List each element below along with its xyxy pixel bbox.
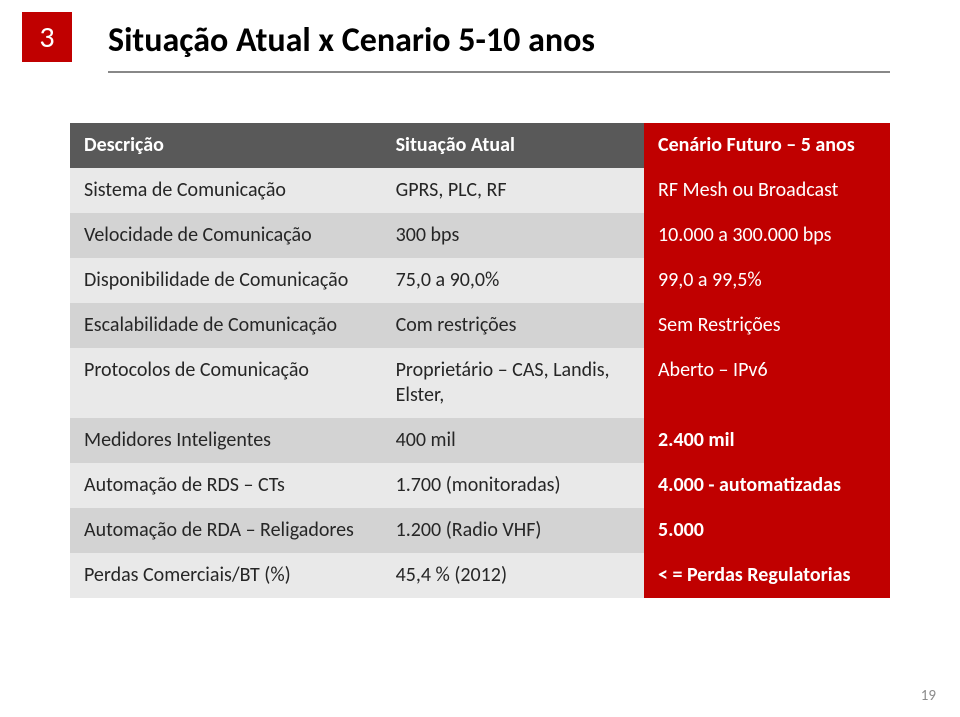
cell-situacao: 300 bps [382,213,644,258]
table-row: Automação de RDA – Religadores1.200 (Rad… [70,508,890,553]
cell-situacao: Proprietário – CAS, Landis, Elster, [382,348,644,418]
cell-descricao: Disponibilidade de Comunicação [70,258,382,303]
cell-situacao: 1.700 (monitoradas) [382,463,644,508]
slide-title: Situação Atual x Cenario 5-10 anos [108,20,890,67]
table-row: Protocolos de ComunicaçãoProprietário – … [70,348,890,418]
cell-descricao: Perdas Comerciais/BT (%) [70,553,382,598]
table-row: Velocidade de Comunicação300 bps10.000 a… [70,213,890,258]
cell-cenario: 99,0 a 99,5% [644,258,890,303]
comparison-table: Descrição Situação Atual Cenário Futuro … [70,123,890,598]
cell-cenario: 2.400 mil [644,418,890,463]
cell-situacao: GPRS, PLC, RF [382,168,644,213]
cell-cenario: 4.000 - automatizadas [644,463,890,508]
table-row: Sistema de ComunicaçãoGPRS, PLC, RFRF Me… [70,168,890,213]
page-number: 19 [921,687,936,705]
cell-cenario: Sem Restrições [644,303,890,348]
table-row: Escalabilidade de ComunicaçãoCom restriç… [70,303,890,348]
table-row: Perdas Comerciais/BT (%)45,4 % (2012)< =… [70,553,890,598]
header-situacao: Situação Atual [382,123,644,168]
cell-descricao: Medidores Inteligentes [70,418,382,463]
table-row: Automação de RDS – CTs1.700 (monitoradas… [70,463,890,508]
cell-descricao: Sistema de Comunicação [70,168,382,213]
cell-cenario: Aberto – IPv6 [644,348,890,418]
table-body: Sistema de ComunicaçãoGPRS, PLC, RFRF Me… [70,168,890,598]
table-row: Disponibilidade de Comunicação75,0 a 90,… [70,258,890,303]
cell-situacao: 45,4 % (2012) [382,553,644,598]
header-descricao: Descrição [70,123,382,168]
cell-descricao: Automação de RDS – CTs [70,463,382,508]
table-row: Medidores Inteligentes400 mil2.400 mil [70,418,890,463]
cell-cenario: 10.000 a 300.000 bps [644,213,890,258]
title-underline [108,71,890,73]
cell-situacao: 400 mil [382,418,644,463]
slide: 3 Situação Atual x Cenario 5-10 anos Des… [0,0,960,717]
cell-descricao: Velocidade de Comunicação [70,213,382,258]
cell-cenario: RF Mesh ou Broadcast [644,168,890,213]
cell-descricao: Protocolos de Comunicação [70,348,382,418]
header-cenario: Cenário Futuro – 5 anos [644,123,890,168]
cell-situacao: 1.200 (Radio VHF) [382,508,644,553]
cell-cenario: < = Perdas Regulatorias [644,553,890,598]
cell-cenario: 5.000 [644,508,890,553]
slide-number-badge: 3 [22,12,72,62]
cell-situacao: Com restrições [382,303,644,348]
cell-situacao: 75,0 a 90,0% [382,258,644,303]
cell-descricao: Escalabilidade de Comunicação [70,303,382,348]
table-header-row: Descrição Situação Atual Cenário Futuro … [70,123,890,168]
cell-descricao: Automação de RDA – Religadores [70,508,382,553]
